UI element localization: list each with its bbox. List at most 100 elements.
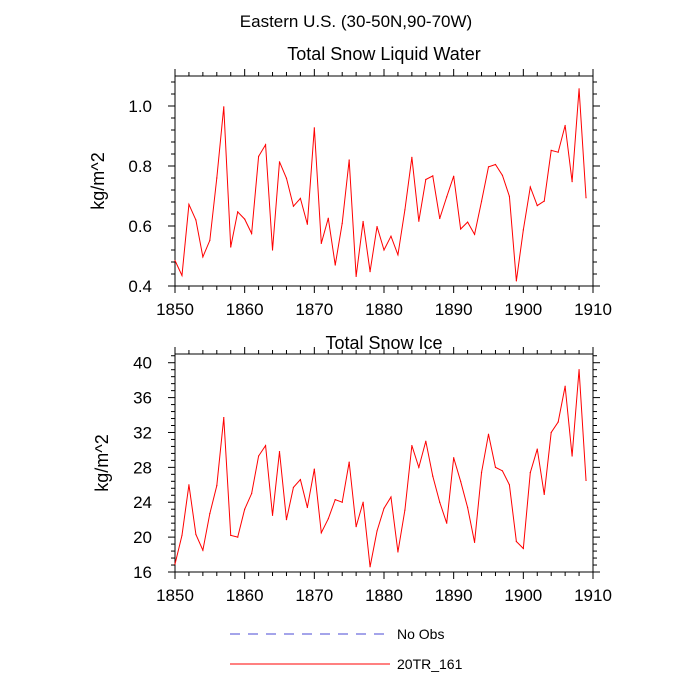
x-tick-label: 1890: [435, 300, 473, 319]
data-point: [418, 220, 420, 222]
data-point: [223, 417, 225, 419]
x-tick-label: 1880: [365, 586, 403, 605]
data-point: [460, 228, 462, 230]
data-point: [216, 177, 218, 179]
data-point: [543, 493, 545, 495]
x-tick-label: 1860: [226, 300, 264, 319]
data-point: [320, 242, 322, 244]
y-tick-label: 16: [133, 563, 152, 582]
data-point: [467, 221, 469, 223]
data-point: [355, 526, 357, 528]
data-point: [425, 178, 427, 181]
data-point: [383, 507, 385, 509]
x-tick-label: 1860: [226, 586, 264, 605]
data-point: [237, 211, 239, 213]
data-point: [460, 480, 462, 482]
data-point: [216, 485, 218, 487]
data-point: [564, 385, 566, 387]
data-point: [299, 197, 301, 199]
y-tick-label: 36: [133, 389, 152, 408]
data-point: [174, 259, 176, 262]
data-point: [292, 205, 295, 207]
data-point: [278, 161, 281, 163]
data-point: [578, 88, 580, 90]
data-point: [223, 106, 225, 108]
data-point: [571, 455, 573, 457]
data-point: [473, 233, 476, 235]
y-tick-label: 0.6: [128, 217, 152, 236]
data-point: [369, 271, 371, 273]
data-point: [285, 519, 288, 521]
x-tick-label: 1870: [295, 586, 333, 605]
data-point: [174, 563, 176, 565]
data-point: [327, 518, 329, 520]
series-line-20tr_161: [174, 88, 587, 281]
data-point: [494, 163, 497, 166]
data-point: [369, 566, 371, 568]
x-tick-label: 1880: [365, 300, 403, 319]
y-tick-label: 28: [133, 458, 152, 477]
data-point: [585, 197, 587, 199]
data-point: [404, 209, 406, 211]
data-point: [550, 431, 552, 434]
data-point: [515, 280, 517, 282]
data-point: [244, 508, 246, 510]
data-point: [473, 541, 476, 543]
data-point: [230, 534, 232, 536]
data-point: [480, 471, 483, 474]
data-point: [446, 196, 448, 198]
data-point: [557, 421, 559, 423]
data-point: [195, 533, 197, 536]
data-point: [425, 440, 427, 442]
data-point: [508, 195, 510, 197]
chart-title: Total Snow Ice: [325, 333, 442, 353]
x-tick-label: 1910: [574, 586, 612, 605]
data-point: [271, 249, 274, 251]
data-point: [397, 254, 399, 256]
data-point: [557, 151, 559, 153]
data-point: [264, 144, 267, 146]
data-point: [362, 220, 364, 223]
data-point: [515, 540, 517, 543]
chart-panel-snow-liquid-water: Total Snow Liquid Water kg/m^2 1850 1860 187…: [88, 44, 612, 319]
data-point: [390, 235, 392, 237]
data-point: [404, 509, 406, 511]
data-point: [299, 478, 301, 481]
data-point: [313, 468, 315, 470]
legend-label-no-obs: No Obs: [397, 626, 444, 642]
data-point: [334, 499, 336, 501]
y-tick-label: 32: [133, 423, 152, 442]
chart-title: Total Snow Liquid Water: [287, 44, 480, 64]
data-point: [418, 466, 420, 468]
data-point: [306, 506, 308, 509]
data-point: [550, 149, 552, 151]
x-tick-label: 1870: [295, 300, 333, 319]
x-tick-label: 1900: [504, 300, 542, 319]
y-axis-label: kg/m^2: [88, 152, 108, 209]
data-point: [536, 205, 538, 207]
data-point: [453, 457, 455, 459]
data-point: [188, 484, 190, 486]
x-tick-label: 1900: [504, 586, 542, 605]
data-point: [285, 177, 288, 179]
data-point: [467, 506, 469, 509]
data-point: [181, 534, 183, 536]
x-tick-label: 1850: [156, 586, 194, 605]
figure-title: Eastern U.S. (30-50N,90-70W): [240, 12, 472, 31]
data-point: [578, 369, 580, 371]
chart-panel-snow-ice: Total Snow Ice kg/m^2 1850 1860 1870 1880 1890…: [92, 333, 612, 605]
data-point: [271, 514, 274, 516]
data-point: [522, 547, 524, 550]
data-point: [237, 536, 239, 538]
series-line-20tr_161: [174, 369, 587, 567]
data-point: [522, 229, 524, 231]
legend: No Obs 20TR_161: [230, 626, 463, 672]
data-point: [292, 486, 295, 489]
data-point: [348, 159, 350, 161]
y-tick-label: 24: [133, 493, 152, 512]
data-point: [355, 275, 357, 277]
data-point: [278, 451, 281, 453]
x-tick-label: 1890: [435, 586, 473, 605]
data-point: [362, 501, 364, 503]
